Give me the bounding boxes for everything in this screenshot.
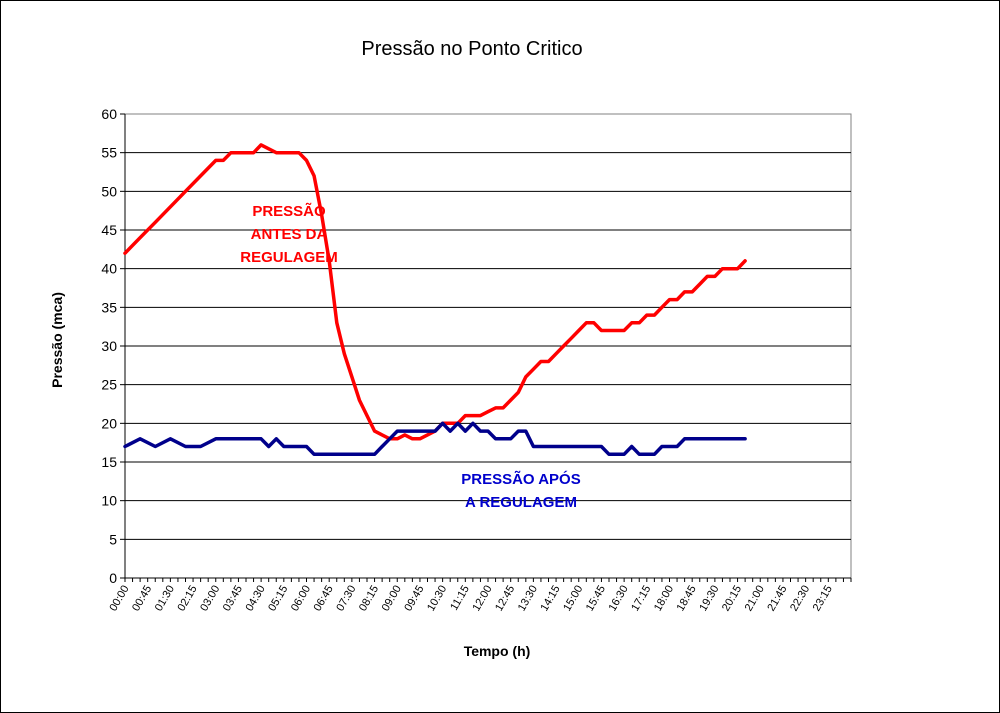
x-tick-label: 08:15 — [357, 584, 381, 614]
x-tick-label: 05:15 — [266, 584, 290, 614]
x-tick-label: 23:15 — [811, 584, 835, 614]
y-tick-label: 60 — [101, 106, 117, 122]
annotation-line: PRESSÃO APÓS — [461, 470, 580, 488]
annotation-line: A REGULAGEM — [465, 494, 577, 511]
x-tick-label: 03:00 — [198, 584, 222, 614]
x-tick-label: 15:00 — [561, 584, 585, 614]
x-axis-ticks: 00:0000:4501:3002:1503:0003:4504:3005:15… — [107, 578, 852, 614]
x-tick-label: 18:00 — [652, 584, 676, 614]
x-tick-label: 07:30 — [334, 584, 358, 614]
y-tick-label: 55 — [101, 145, 117, 161]
x-tick-label: 03:45 — [221, 584, 245, 614]
series-lines — [123, 143, 747, 457]
x-tick-label: 22:30 — [788, 584, 812, 614]
x-tick-label: 16:30 — [607, 584, 631, 614]
x-tick-label: 15:45 — [584, 584, 608, 614]
annotations: PRESSÃO ANTES DA REGULAGEM PRESSÃO APÓS A RE… — [240, 202, 580, 511]
y-tick-label: 30 — [101, 338, 117, 354]
x-tick-label: 09:45 — [402, 584, 426, 614]
chart-title: Pressão no Ponto Critico — [361, 38, 582, 60]
x-tick-label: 19:30 — [697, 584, 721, 614]
x-tick-label: 11:15 — [448, 584, 472, 613]
annotation-line: ANTES DA — [251, 226, 328, 243]
annotation-line: REGULAGEM — [240, 249, 338, 266]
x-tick-label: 02:15 — [176, 584, 200, 614]
x-tick-label: 21:00 — [743, 584, 767, 614]
x-tick-label: 10:30 — [425, 584, 449, 614]
y-axis-title: Pressão (mca) — [49, 292, 65, 388]
y-tick-label: 45 — [101, 222, 117, 238]
x-tick-label: 18:45 — [675, 584, 699, 614]
x-tick-label: 00:00 — [107, 584, 131, 614]
x-axis-title: Tempo (h) — [464, 643, 531, 659]
x-tick-label: 14:15 — [539, 584, 563, 614]
series-line-1 — [123, 421, 747, 457]
x-tick-label: 01:30 — [153, 584, 177, 614]
x-tick-label: 13:30 — [516, 584, 540, 614]
y-tick-label: 5 — [109, 531, 117, 547]
x-tick-label: 12:00 — [470, 584, 494, 614]
y-tick-label: 25 — [101, 377, 117, 393]
y-tick-label: 40 — [101, 261, 117, 277]
y-tick-label: 15 — [101, 454, 117, 470]
x-tick-label: 20:15 — [720, 584, 744, 614]
y-tick-label: 0 — [109, 570, 117, 586]
x-tick-label: 00:45 — [130, 584, 154, 614]
y-tick-label: 20 — [101, 415, 117, 431]
x-tick-label: 21:45 — [765, 584, 789, 614]
x-tick-label: 06:45 — [312, 584, 336, 614]
x-tick-label: 09:00 — [380, 584, 404, 614]
x-tick-label: 12:45 — [493, 584, 517, 614]
annotation-line: PRESSÃO — [252, 202, 326, 220]
y-axis-ticks: 0 5 10 15 20 25 30 35 40 45 50 55 60 — [101, 106, 125, 586]
y-tick-label: 50 — [101, 183, 117, 199]
x-tick-label: 06:00 — [289, 584, 313, 614]
x-tick-label: 04:30 — [244, 584, 268, 614]
y-tick-label: 35 — [101, 299, 117, 315]
y-tick-label: 10 — [101, 493, 117, 509]
x-tick-label: 17:15 — [629, 584, 653, 614]
